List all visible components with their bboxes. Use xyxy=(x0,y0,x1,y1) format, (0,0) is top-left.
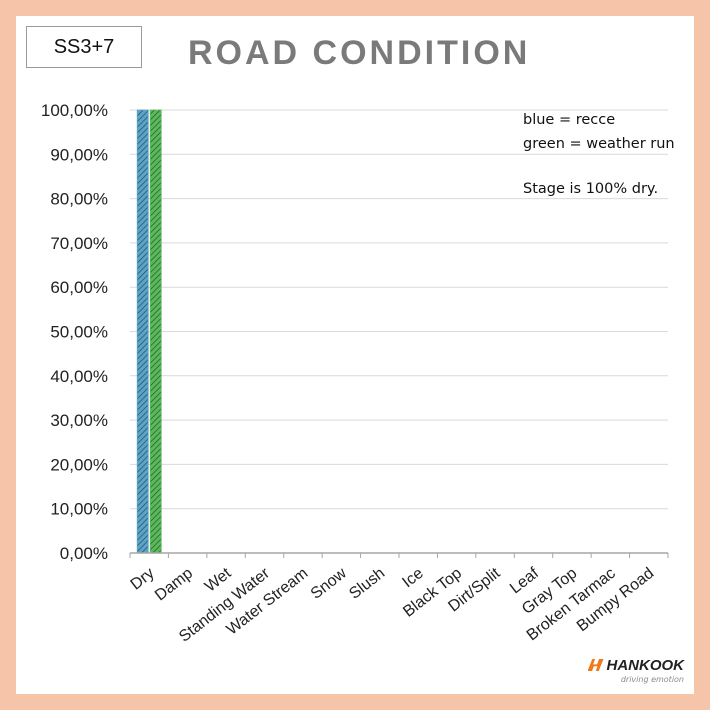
y-tick-label: 70,00% xyxy=(50,234,108,253)
hankook-logo: HANKOOK driving emotion xyxy=(587,656,685,684)
legend-note-recce: blue = recce xyxy=(523,112,616,128)
x-category-label: Ice xyxy=(399,565,426,592)
hankook-mark-icon xyxy=(587,659,604,671)
y-tick-label: 90,00% xyxy=(50,145,108,164)
chart-title: ROAD CONDITION xyxy=(188,34,531,72)
y-tick-label: 0,00% xyxy=(60,544,108,563)
chart-frame: SS3+7 ROAD CONDITION 0,00% 10,00% 20,00% 30… xyxy=(16,16,694,694)
x-category-label: Slush xyxy=(346,565,388,603)
bar-recce-dry xyxy=(136,109,149,554)
x-category-label: Damp xyxy=(152,565,196,605)
stage-label: SS3+7 xyxy=(53,35,115,58)
y-tick-label: 60,00% xyxy=(50,278,108,297)
x-category-label: Snow xyxy=(308,564,350,602)
y-tick-label: 40,00% xyxy=(50,367,108,386)
logo-tagline: driving emotion xyxy=(620,675,684,684)
y-tick-label: 20,00% xyxy=(50,455,108,474)
legend-note-weather: green = weather run xyxy=(523,136,675,152)
y-tick-label: 100,00% xyxy=(41,101,108,120)
stage-label-box: SS3+7 xyxy=(26,26,142,68)
bar-chart: 0,00% 10,00% 20,00% 30,00% 40,00% 50,00% 60,00… xyxy=(41,101,669,646)
bar-weather-run-dry xyxy=(149,109,162,554)
y-tick-label: 30,00% xyxy=(50,411,108,430)
logo-name: HANKOOK xyxy=(606,656,685,674)
y-tick-label: 80,00% xyxy=(50,190,108,209)
y-tick-label: 10,00% xyxy=(50,500,108,519)
stage-dry-note: Stage is 100% dry. xyxy=(523,181,659,197)
y-tick-label: 50,00% xyxy=(50,323,108,342)
